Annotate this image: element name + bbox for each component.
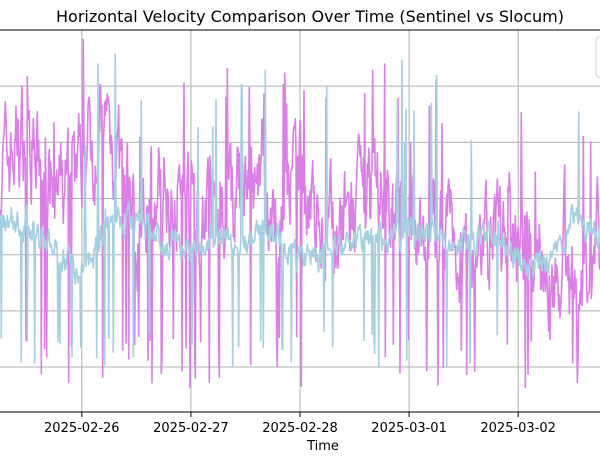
- x-tick-label: 2025-02-28: [262, 421, 338, 436]
- series-group: [0, 38, 600, 389]
- x-tick-label: 2025-03-02: [480, 421, 556, 436]
- series-line-1: [0, 38, 600, 389]
- x-axis-label: Time: [306, 439, 339, 454]
- series-line-2: [0, 53, 600, 368]
- legend-box: [595, 36, 600, 78]
- x-tick-label: 2025-03-01: [371, 421, 447, 436]
- axes: [0, 29, 600, 417]
- x-tick-label: 2025-02-27: [153, 421, 229, 436]
- x-tick-labels: 2025-02-26 2025-02-27 2025-02-28 2025-03-01…: [44, 421, 556, 436]
- x-tick-label: 2025-02-26: [44, 421, 120, 436]
- chart-title: Horizontal Velocity Comparison Over Time…: [56, 7, 564, 26]
